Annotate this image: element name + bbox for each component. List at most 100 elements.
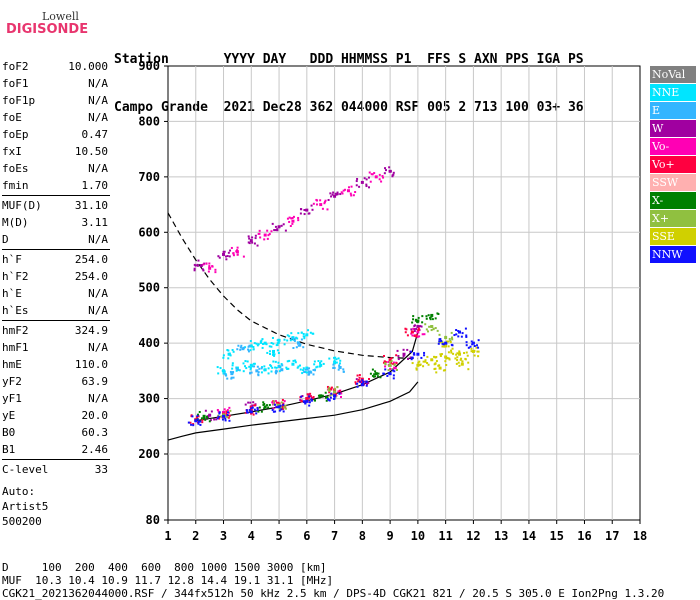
echo-dot-nne bbox=[245, 367, 248, 370]
echo-dot-w bbox=[366, 383, 369, 386]
echo-dot-x bbox=[450, 331, 453, 334]
echo-dot-vo bbox=[311, 397, 314, 400]
echo-dot-nne bbox=[288, 335, 291, 338]
echo-dot-nne bbox=[246, 360, 249, 363]
echo-dot-vo bbox=[205, 262, 208, 265]
echo-dot-nne bbox=[277, 361, 280, 364]
legend-item-sse: SSE bbox=[650, 228, 696, 245]
param-name: C-level bbox=[2, 463, 49, 476]
echo-dot-sse bbox=[440, 353, 443, 356]
echo-dot-w bbox=[307, 212, 310, 215]
echo-dot-x bbox=[263, 407, 266, 410]
echo-dot-sse bbox=[434, 367, 437, 370]
echo-dot-nnw bbox=[361, 379, 364, 382]
footer-file-row: CGK21_2021362044000.RSF / 344fx512h 50 k… bbox=[2, 587, 665, 600]
echo-dot-vo bbox=[347, 186, 350, 189]
param-value: 254.0 bbox=[74, 270, 108, 283]
echo-dot-vo bbox=[340, 392, 343, 395]
echo-point-nnw bbox=[249, 410, 253, 414]
echo-dot-x bbox=[430, 329, 433, 332]
param-name: D bbox=[2, 233, 9, 246]
param-value: N/A bbox=[88, 94, 108, 107]
param-row: C-level 33 bbox=[2, 461, 110, 478]
echo-dot-nne bbox=[261, 346, 264, 349]
echo-dot-w bbox=[365, 178, 368, 181]
echo-point-sse bbox=[444, 355, 448, 359]
echo-dot-vo bbox=[216, 409, 219, 412]
echo-dot-vo bbox=[357, 378, 360, 381]
param-value: 110.0 bbox=[74, 358, 108, 371]
echo-dot-x bbox=[371, 368, 374, 371]
echo-dot-w bbox=[193, 269, 196, 272]
echo-dot-nne bbox=[319, 361, 322, 364]
echo-dot-vo bbox=[300, 399, 303, 402]
echo-dot-x bbox=[424, 323, 427, 326]
echo-dot-x bbox=[430, 315, 433, 318]
echo-dot-nnw bbox=[227, 411, 230, 414]
echo-dot-vo bbox=[392, 361, 395, 364]
echo-dot-x bbox=[451, 338, 454, 341]
echo-dot-vo bbox=[312, 396, 315, 399]
param-row: foF2 10.000 bbox=[2, 58, 110, 75]
echo-dot-x bbox=[204, 418, 207, 421]
echo-dot-x bbox=[273, 400, 276, 403]
echo-dot-nnw bbox=[476, 344, 479, 347]
echo-dot-nnw bbox=[278, 409, 281, 412]
x-tick-label: 1 bbox=[164, 529, 171, 543]
echo-dot-w bbox=[388, 169, 391, 172]
echo-dot-x bbox=[263, 403, 266, 406]
echo-point-vo bbox=[319, 203, 323, 207]
echo-dot-x bbox=[283, 406, 286, 409]
echo-dot-nne bbox=[292, 359, 295, 362]
echo-dot-vo bbox=[368, 377, 371, 380]
echo-dot-vo bbox=[190, 414, 193, 417]
echo-dot-nne bbox=[244, 365, 247, 368]
echo-dot-w bbox=[251, 236, 254, 239]
echo-dot-vo bbox=[389, 367, 392, 370]
echo-dot-sse bbox=[452, 352, 455, 355]
echo-point-nne bbox=[249, 363, 253, 367]
echo-dot-nnw bbox=[333, 395, 336, 398]
echo-dot-nne bbox=[303, 335, 306, 338]
echo-dot-w bbox=[409, 356, 412, 359]
echo-dot-nne bbox=[338, 362, 341, 365]
echo-dot-vo bbox=[383, 360, 386, 363]
echo-dot-nne bbox=[231, 364, 234, 367]
echo-dot-sse bbox=[457, 361, 460, 364]
param-value: 63.9 bbox=[81, 375, 109, 388]
param-name: hmF1 bbox=[2, 341, 29, 354]
echo-dot-x bbox=[324, 391, 327, 394]
echo-dot-e bbox=[307, 373, 310, 376]
echo-dot-nne bbox=[272, 342, 275, 345]
echo-point-vo bbox=[410, 330, 414, 334]
echo-dot-w bbox=[336, 191, 339, 194]
echo-dot-nnw bbox=[469, 345, 472, 348]
echo-dot-w bbox=[356, 177, 359, 180]
echo-dot-nnw bbox=[199, 423, 202, 426]
echo-dot-nne bbox=[260, 339, 263, 342]
echo-dot-w bbox=[274, 229, 277, 232]
echo-dot-w bbox=[254, 237, 257, 240]
echo-dot-sse bbox=[441, 345, 444, 348]
echo-dot-e bbox=[247, 348, 250, 351]
echo-dot-nnw bbox=[392, 374, 395, 377]
x-tick-label: 11 bbox=[438, 529, 452, 543]
legend-item-w: W bbox=[650, 120, 696, 137]
echo-dot-nne bbox=[255, 342, 258, 345]
echo-dot-nnw bbox=[356, 382, 359, 385]
echo-dot-w bbox=[277, 226, 280, 229]
echo-point-nnw bbox=[471, 341, 475, 345]
echo-dot-nne bbox=[250, 345, 253, 348]
echo-dot-nnw bbox=[196, 418, 199, 421]
echo-dot-e bbox=[338, 364, 341, 367]
echo-point-w bbox=[360, 380, 364, 384]
echo-dot-nne bbox=[294, 361, 297, 364]
footer-info: D 100 200 400 600 800 1000 1500 3000 [km… bbox=[2, 561, 664, 600]
echo-dot-vo bbox=[214, 268, 217, 271]
echo-dot-x bbox=[417, 316, 420, 319]
echo-dot-vo bbox=[338, 390, 341, 393]
echo-dot-vo bbox=[297, 219, 300, 222]
param-value: N/A bbox=[88, 233, 108, 246]
echo-dot-x bbox=[336, 386, 339, 389]
echo-dot-sse bbox=[447, 345, 450, 348]
